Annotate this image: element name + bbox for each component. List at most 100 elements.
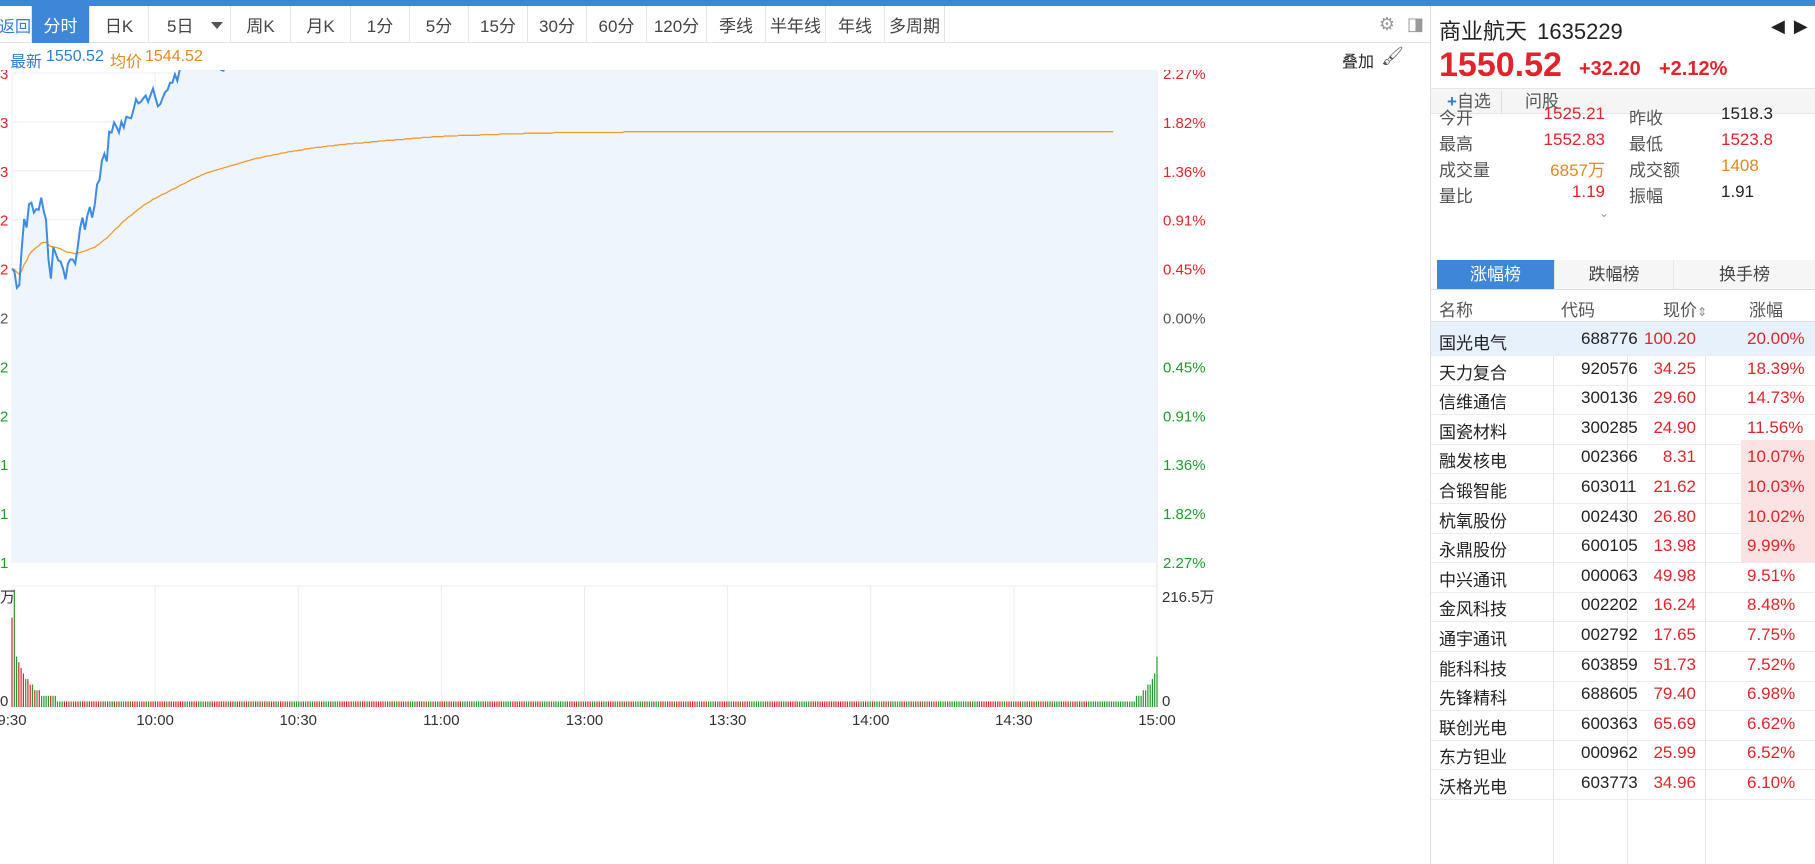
table-row[interactable]: 能科科技 603859 51.73 7.52% xyxy=(1431,648,1815,682)
stock-price-cell: 26.80 xyxy=(1653,506,1696,526)
stock-name-cell: 先锋精科 xyxy=(1439,689,1507,709)
tab-label: 多周期 xyxy=(889,17,940,36)
back-button[interactable]: 返回 xyxy=(0,6,32,43)
stock-price-cell: 34.25 xyxy=(1653,358,1696,378)
col-code[interactable]: 代码 xyxy=(1561,301,1595,320)
tab-losers[interactable]: 跌幅榜 xyxy=(1555,260,1674,289)
tab-quarterly[interactable]: 季线 xyxy=(707,6,766,43)
tab-yearly[interactable]: 年线 xyxy=(826,6,885,43)
stock-name-cell: 金风科技 xyxy=(1439,600,1507,620)
table-row[interactable]: 沃格光电 603773 34.96 6.10% xyxy=(1431,766,1815,800)
tab-5min[interactable]: 5分 xyxy=(410,6,469,43)
stock-price-cell: 8.31 xyxy=(1662,447,1696,467)
tab-5day[interactable]: 5日 xyxy=(149,6,231,43)
stock-code-cell: 002366 xyxy=(1581,447,1638,467)
tab-weekly-k[interactable]: 周K xyxy=(231,6,291,43)
table-row[interactable]: 中兴通讯 000063 49.98 9.51% xyxy=(1431,559,1815,593)
stock-title: 商业航天 1635229 xyxy=(1439,14,1623,46)
right-panel: 商业航天 1635229 ◀ ▶ 1550.52 +32.20 +2.12% +… xyxy=(1430,6,1815,864)
stock-gain-cell: 10.03% xyxy=(1741,470,1815,504)
stat-label: 振幅 xyxy=(1629,187,1663,206)
volume-unit-label: 万 xyxy=(0,589,15,606)
y-axis-pct-label: 1.82% xyxy=(1163,506,1206,523)
tab-gainers[interactable]: 涨幅榜 xyxy=(1437,260,1555,289)
y-axis-pct-label: 1.36% xyxy=(1163,164,1206,181)
tab-half-year[interactable]: 半年线 xyxy=(766,6,826,43)
stock-gain-cell: 20.00% xyxy=(1747,329,1805,348)
tab-label: 半年线 xyxy=(770,17,821,36)
stat-value: 1518.3 xyxy=(1721,104,1773,123)
y-axis-price-label: 3 xyxy=(0,115,8,132)
stock-code-cell: 000063 xyxy=(1581,565,1638,585)
stock-gain-cell: 10.07% xyxy=(1741,440,1815,475)
sidebar-toggle-icon[interactable]: ◨ xyxy=(1406,14,1424,34)
stock-gain-cell: 7.75% xyxy=(1747,625,1796,644)
stat-value: 1523.8 xyxy=(1721,130,1773,149)
brush-icon[interactable]: 🖌 xyxy=(1381,46,1404,66)
expand-chevron-icon[interactable]: ⌄ xyxy=(1599,206,1610,220)
tab-turnover[interactable]: 换手榜 xyxy=(1674,260,1815,289)
tab-monthly-k[interactable]: 月K xyxy=(291,6,351,43)
stock-name-cell: 联创光电 xyxy=(1439,718,1507,738)
intraday-chart[interactable]: 2.27% 1.82% 1.36% 0.91% 0.45% 0.00% 0.45% 0.91%… xyxy=(0,70,1230,864)
stock-price-cell: 17.65 xyxy=(1653,625,1696,644)
overlay-button[interactable]: 叠加 xyxy=(1341,54,1374,71)
table-row[interactable]: 金风科技 002202 16.24 8.48% xyxy=(1431,588,1815,623)
table-row[interactable]: 天力复合 920576 34.25 18.39% xyxy=(1431,352,1815,386)
tab-120min[interactable]: 120分 xyxy=(647,6,707,43)
stock-code-cell: 000962 xyxy=(1581,743,1638,763)
tab-30min[interactable]: 30分 xyxy=(528,6,587,43)
stock-name-cell: 能科科技 xyxy=(1439,659,1507,679)
stock-price-cell: 100.20 xyxy=(1644,329,1696,348)
tab-label: 季线 xyxy=(719,17,753,36)
tab-label: 月K xyxy=(306,17,335,36)
tab-60min[interactable]: 60分 xyxy=(587,6,647,43)
stat-value: 1552.83 xyxy=(1543,130,1605,149)
stock-price-cell: 25.99 xyxy=(1653,743,1696,763)
gear-icon[interactable]: ⚙ xyxy=(1378,14,1395,34)
col-price[interactable]: 现价⇕ xyxy=(1663,296,1707,321)
table-row[interactable]: 联创光电 600363 65.69 6.62% xyxy=(1431,707,1815,741)
tab-fenshi[interactable]: 分时 xyxy=(32,6,90,43)
y-axis-pct-label: 0.91% xyxy=(1163,213,1206,230)
tab-label: 周K xyxy=(246,17,275,36)
y-axis-price-label: 2 xyxy=(0,262,8,279)
table-row[interactable]: 信维通信 300136 29.60 14.73% xyxy=(1431,381,1815,416)
table-row[interactable]: 国光电气 688776 100.20 20.00% xyxy=(1431,322,1815,356)
stock-code-cell: 002792 xyxy=(1581,625,1638,644)
stock-code-cell: 300285 xyxy=(1581,417,1638,437)
col-divider xyxy=(1627,322,1628,864)
table-row[interactable]: 通宇通讯 002792 17.65 7.75% xyxy=(1431,618,1815,652)
tab-multi-period[interactable]: 多周期 xyxy=(885,6,945,43)
stock-name-cell: 天力复合 xyxy=(1439,363,1507,383)
y-axis-price-label: 2 xyxy=(0,359,8,376)
tab-label: 15分 xyxy=(480,17,516,36)
tab-label: 5日 xyxy=(167,17,194,36)
caret-right-icon[interactable]: ▶ xyxy=(1793,16,1808,36)
add-watchlist-button[interactable]: +自选 xyxy=(1437,91,1502,113)
tab-daily-k[interactable]: 日K xyxy=(90,6,149,43)
table-row[interactable]: 融发核电 002366 8.31 10.07% xyxy=(1431,440,1815,475)
table-row[interactable]: 杭氧股份 002430 26.80 10.02% xyxy=(1431,499,1815,534)
stat-value: 1.91 xyxy=(1721,182,1755,201)
col-name[interactable]: 名称 xyxy=(1439,301,1473,320)
chevron-down-icon[interactable] xyxy=(211,22,223,29)
tab-1min[interactable]: 1分 xyxy=(351,6,410,43)
stock-name-cell: 国瓷材料 xyxy=(1439,422,1507,442)
volume-zero-label: 0 xyxy=(0,693,8,710)
y-axis-price-label: 1 xyxy=(0,555,8,572)
tab-15min[interactable]: 15分 xyxy=(469,6,528,43)
stock-gain-cell: 6.98% xyxy=(1747,684,1796,704)
table-row[interactable]: 先锋精科 688605 79.40 6.98% xyxy=(1431,677,1815,712)
ask-stock-button[interactable]: 问股 xyxy=(1525,92,1559,111)
stock-price-cell: 51.73 xyxy=(1653,654,1696,674)
table-row[interactable]: 永鼎股份 600105 13.98 9.99% xyxy=(1431,529,1815,564)
stock-code-cell: 603859 xyxy=(1581,654,1638,674)
table-row[interactable]: 合锻智能 603011 21.62 10.03% xyxy=(1431,470,1815,504)
col-gain[interactable]: 涨幅 xyxy=(1749,301,1783,320)
tab-label: 1分 xyxy=(366,17,394,36)
tab-label: 5分 xyxy=(425,17,453,36)
table-row[interactable]: 国瓷材料 300285 24.90 11.56% xyxy=(1431,411,1815,445)
caret-left-icon[interactable]: ◀ xyxy=(1771,16,1785,36)
table-row[interactable]: 东方钽业 000962 25.99 6.52% xyxy=(1431,736,1815,771)
